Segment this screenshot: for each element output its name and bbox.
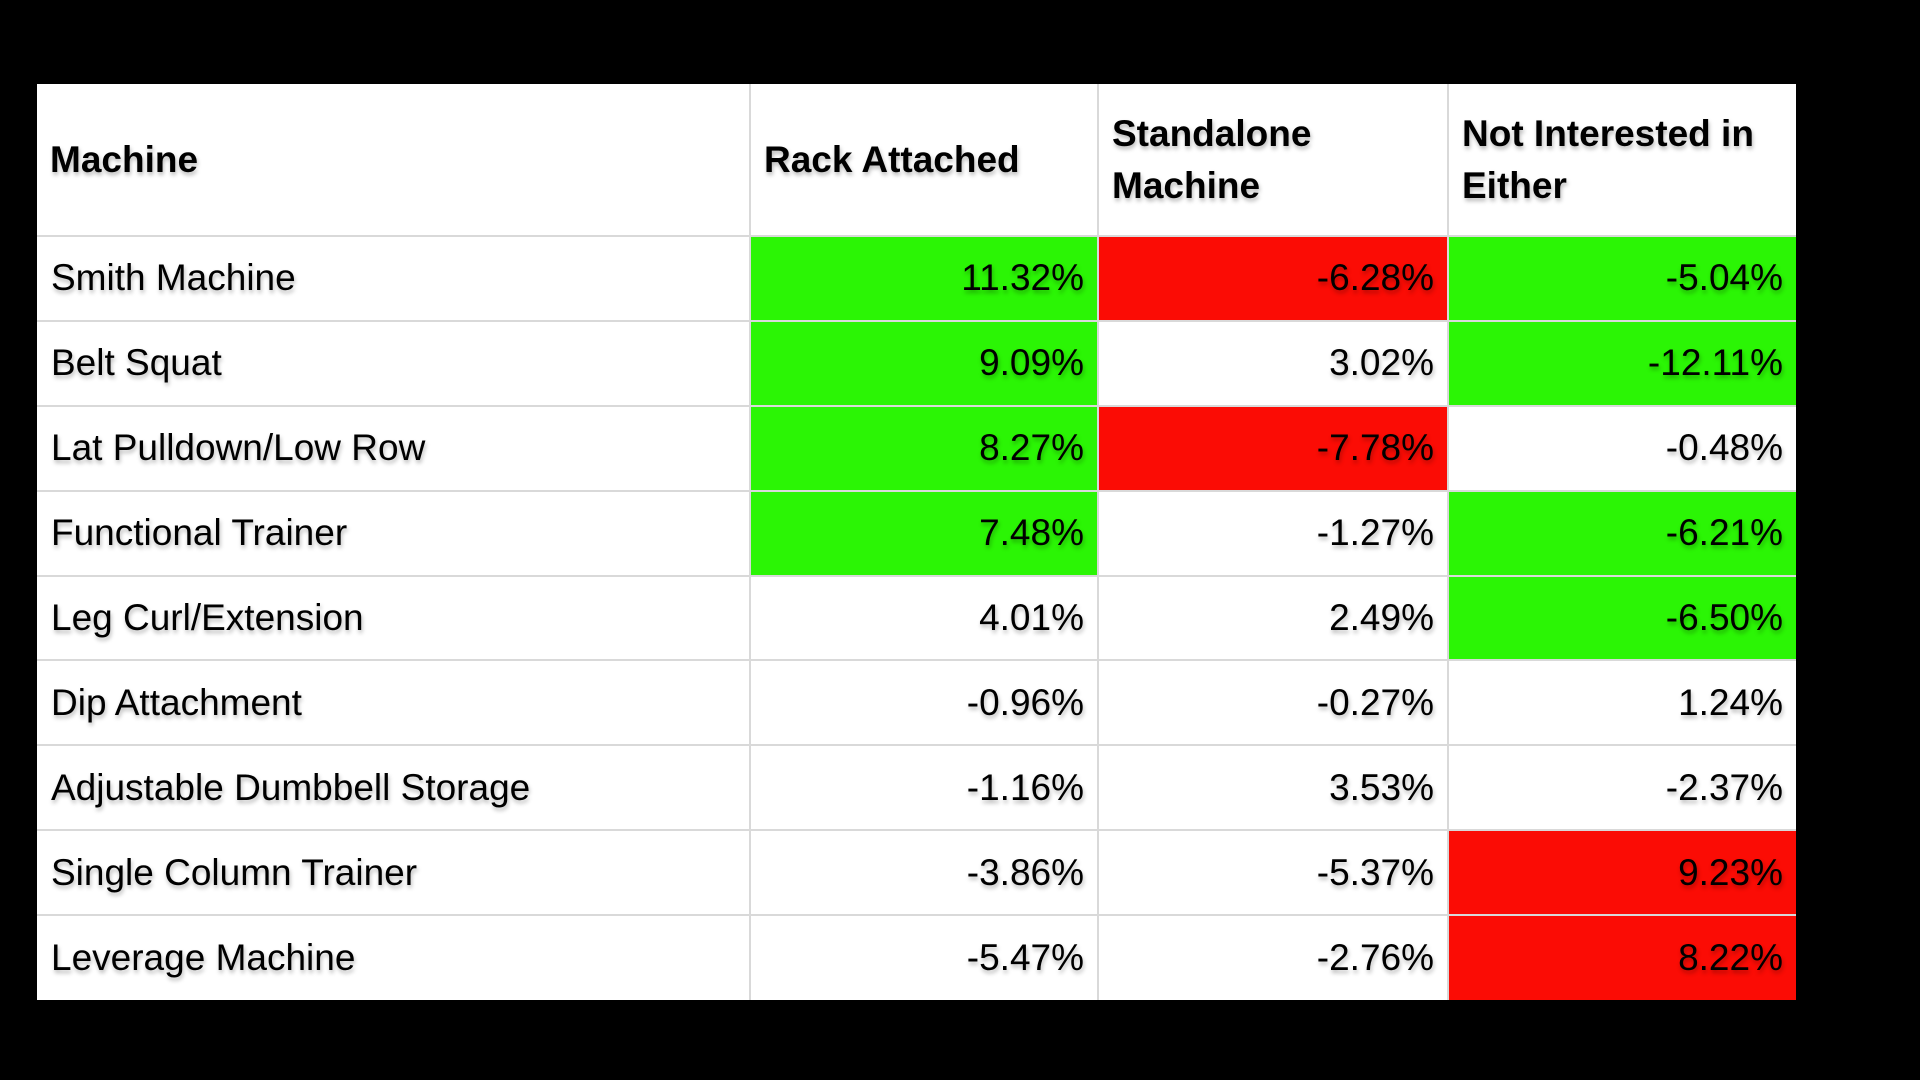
value-cell: 8.27% [749, 404, 1099, 492]
value-cell: -2.37% [1447, 744, 1796, 832]
machine-name: Single Column Trainer [37, 829, 751, 916]
machine-name: Adjustable Dumbbell Storage [37, 744, 751, 832]
value-cell: -1.16% [749, 744, 1099, 832]
machine-name: Dip Attachment [37, 659, 751, 747]
value-cell: 2.49% [1097, 574, 1449, 662]
machine-survey-table: Machine Rack Attached Standalone Machine… [37, 84, 1796, 1000]
value-cell: 4.01% [749, 574, 1099, 662]
table-body: Smith Machine 11.32% -6.28% -5.04% Belt Squa… [37, 235, 1796, 1000]
value-cell: -3.86% [749, 829, 1099, 916]
machine-name: Leverage Machine [37, 914, 751, 1000]
header-standalone: Standalone Machine [1097, 84, 1449, 237]
value-cell: -0.48% [1447, 404, 1796, 492]
value-cell: 9.09% [749, 319, 1099, 407]
machine-name: Functional Trainer [37, 489, 751, 577]
value-cell: 7.48% [749, 489, 1099, 577]
value-cell: -6.50% [1447, 574, 1796, 662]
value-cell: 9.23% [1447, 829, 1796, 916]
machine-name: Belt Squat [37, 319, 751, 407]
value-cell: -0.27% [1097, 659, 1449, 747]
table-row: Leg Curl/Extension 4.01% 2.49% -6.50% [37, 574, 1796, 662]
table-row: Functional Trainer 7.48% -1.27% -6.21% [37, 489, 1796, 577]
machine-name: Lat Pulldown/Low Row [37, 404, 751, 492]
table-row: Lat Pulldown/Low Row 8.27% -7.78% -0.48% [37, 404, 1796, 492]
table-row: Leverage Machine -5.47% -2.76% 8.22% [37, 914, 1796, 1000]
header-row: Machine Rack Attached Standalone Machine… [37, 84, 1796, 237]
value-cell: 1.24% [1447, 659, 1796, 747]
machine-name: Leg Curl/Extension [37, 574, 751, 662]
machine-name: Smith Machine [37, 235, 751, 322]
value-cell: -5.37% [1097, 829, 1449, 916]
value-cell: -6.21% [1447, 489, 1796, 577]
value-cell: 3.53% [1097, 744, 1449, 832]
value-cell: 8.22% [1447, 914, 1796, 1000]
header-not-interested: Not Interested in Either [1447, 84, 1796, 237]
value-cell: -2.76% [1097, 914, 1449, 1000]
value-cell: 3.02% [1097, 319, 1449, 407]
value-cell: -5.04% [1447, 235, 1796, 322]
header-rack-attached: Rack Attached [749, 84, 1099, 237]
value-cell: -7.78% [1097, 404, 1449, 492]
table-row: Smith Machine 11.32% -6.28% -5.04% [37, 235, 1796, 322]
header-machine: Machine [37, 84, 751, 237]
table-row: Belt Squat 9.09% 3.02% -12.11% [37, 319, 1796, 407]
value-cell: -5.47% [749, 914, 1099, 1000]
value-cell: -1.27% [1097, 489, 1449, 577]
table-row: Adjustable Dumbbell Storage -1.16% 3.53% -2… [37, 744, 1796, 832]
value-cell: -6.28% [1097, 235, 1449, 322]
value-cell: -12.11% [1447, 319, 1796, 407]
value-cell: 11.32% [749, 235, 1099, 322]
value-cell: -0.96% [749, 659, 1099, 747]
table-row: Single Column Trainer -3.86% -5.37% 9.23% [37, 829, 1796, 916]
table-row: Dip Attachment -0.96% -0.27% 1.24% [37, 659, 1796, 747]
